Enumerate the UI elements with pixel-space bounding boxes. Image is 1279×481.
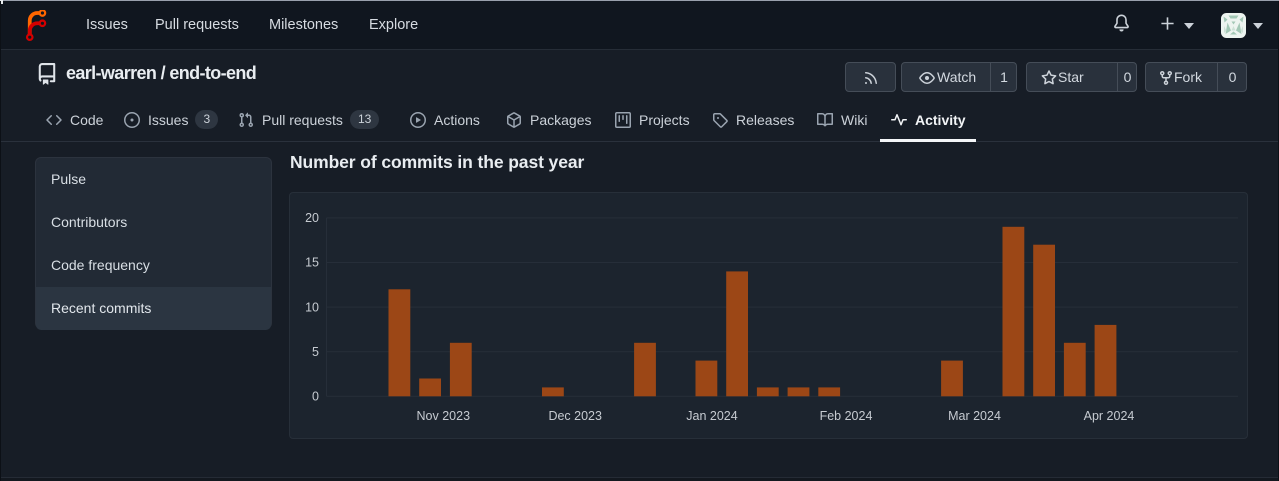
svg-text:Apr 2024: Apr 2024	[1084, 409, 1135, 423]
svg-text:Jan 2024: Jan 2024	[686, 409, 737, 423]
svg-text:Nov 2023: Nov 2023	[417, 409, 471, 423]
svg-text:15: 15	[305, 256, 319, 270]
svg-text:10: 10	[305, 300, 319, 314]
svg-text:Mar 2024: Mar 2024	[948, 409, 1001, 423]
svg-text:5: 5	[312, 345, 319, 359]
svg-text:20: 20	[305, 211, 319, 225]
svg-text:Dec 2023: Dec 2023	[548, 409, 602, 423]
svg-text:Feb 2024: Feb 2024	[820, 409, 873, 423]
svg-text:0: 0	[312, 390, 319, 404]
